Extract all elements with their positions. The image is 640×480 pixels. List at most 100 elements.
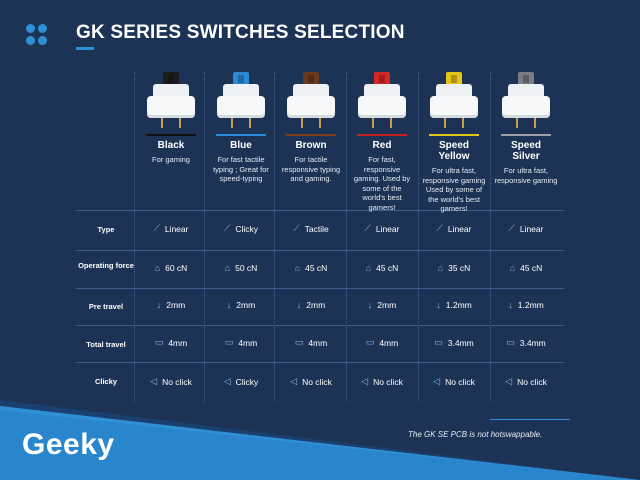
switch-description: For fast tactile typing ; Great for spee… [213, 155, 269, 183]
switch-column-black: Black For gaming [136, 72, 206, 165]
switch-column-brown: Brown For tactile responsive typing and … [276, 72, 346, 184]
speaker-icon: ◁ [505, 376, 513, 386]
arrow-down-icon: ↓ [508, 300, 513, 310]
footer-band [0, 400, 640, 480]
switch-name: Blue [230, 140, 252, 151]
cell-force-brown: ⌂ 45 cN [294, 263, 328, 273]
cell-force-silver: ⌂ 45 cN [509, 263, 543, 273]
linear-graph-icon: ⟋ [508, 223, 515, 233]
bar-icon: ▭ [434, 337, 443, 347]
switch-column-speed-yellow: Speed Yellow For ultra fast, responsive … [419, 72, 489, 214]
brand-logo: Geeky [22, 428, 115, 461]
row-label-pre-travel: Pre travel [88, 302, 124, 311]
switch-description: For fast, responsive gaming. Used by som… [353, 155, 411, 212]
linear-graph-icon: ⟋ [224, 223, 231, 233]
row-divider [76, 325, 564, 326]
grid-divider [204, 72, 205, 402]
weight-icon: ⌂ [224, 263, 231, 273]
cell-pretravel-blue: ↓ 2mm [226, 300, 256, 310]
footer-note: The GK SE PCB is not hotswappable. [408, 430, 543, 439]
switch-accent-line [286, 134, 336, 136]
switch-accent-line [501, 134, 551, 136]
cell-totaltravel-yellow: ▭ 3.4mm [434, 337, 474, 348]
cell-force-black: ⌂ 60 cN [154, 263, 188, 273]
weight-icon: ⌂ [437, 263, 444, 273]
cell-clicky-red: ◁ No click [361, 376, 403, 387]
row-label-operating-force: Operating force [78, 261, 134, 270]
arrow-down-icon: ↓ [367, 300, 373, 310]
switch-column-speed-silver: Speed Silver For ultra fast, responsive … [491, 72, 561, 185]
switch-description: For tactile responsive typing and gaming… [281, 155, 341, 183]
cell-clicky-blue: ◁ Clicky [223, 376, 259, 387]
switch-name: Red [372, 140, 392, 151]
cell-type-red: ⟋ Linear [364, 223, 400, 234]
bar-icon: ▭ [506, 337, 515, 347]
weight-icon: ⌂ [294, 263, 301, 273]
weight-icon: ⌂ [154, 263, 161, 273]
switch-silver-icon [496, 72, 556, 134]
linear-graph-icon: ⟋ [364, 223, 371, 233]
cell-totaltravel-blue: ▭ 4mm [224, 337, 258, 348]
arrow-down-icon: ↓ [296, 300, 302, 310]
switch-yellow-icon [424, 72, 484, 134]
cell-type-yellow: ⟋ Linear [436, 223, 472, 234]
weight-icon: ⌂ [365, 263, 372, 273]
switch-description: For ultra fast, responsive gaming Used b… [422, 166, 486, 213]
switch-description: For ultra fast, responsive gaming [494, 166, 558, 185]
switch-accent-line [357, 134, 407, 136]
speaker-icon: ◁ [150, 376, 158, 386]
switch-black-icon [141, 72, 201, 134]
speaker-icon: ◁ [433, 376, 441, 386]
switch-brown-icon [281, 72, 341, 134]
grid-divider [490, 72, 491, 402]
row-divider [76, 288, 564, 289]
grid-divider [134, 72, 135, 402]
cell-pretravel-silver: ↓ 1.2mm [508, 300, 544, 310]
arrow-down-icon: ↓ [436, 300, 441, 310]
row-label-type: Type [97, 225, 115, 234]
switch-description: For gaming [152, 155, 190, 164]
cell-clicky-yellow: ◁ No click [433, 376, 475, 387]
switch-name: Brown [295, 140, 327, 151]
cell-totaltravel-brown: ▭ 4mm [294, 337, 328, 348]
cell-totaltravel-silver: ▭ 3.4mm [506, 337, 546, 348]
linear-graph-icon: ⟋ [153, 223, 160, 233]
cell-type-blue: ⟋ Clicky [224, 223, 258, 234]
cell-clicky-black: ◁ No click [150, 376, 192, 387]
cell-pretravel-yellow: ↓ 1.2mm [436, 300, 472, 310]
grid-divider [418, 72, 419, 402]
linear-graph-icon: ⟋ [436, 223, 443, 233]
bar-icon: ▭ [224, 337, 234, 347]
switch-column-red: Red For fast, responsive gaming. Used by… [347, 72, 417, 212]
switch-name: Black [157, 140, 185, 151]
switch-name: Speed Yellow [438, 140, 470, 162]
cell-pretravel-black: ↓ 2mm [156, 300, 186, 310]
cell-type-brown: ⟋ Tactile [293, 223, 329, 234]
grid-divider [274, 72, 275, 402]
switch-accent-line [429, 134, 479, 136]
cell-force-yellow: ⌂ 35 cN [437, 263, 471, 273]
row-label-total-travel: Total travel [86, 340, 126, 349]
switch-accent-line [146, 134, 196, 136]
cell-force-red: ⌂ 45 cN [365, 263, 399, 273]
linear-graph-icon: ⟋ [293, 223, 300, 233]
row-divider [76, 362, 564, 363]
switch-column-blue: Blue For fast tactile typing ; Great for… [206, 72, 276, 184]
row-label-clicky: Clicky [94, 377, 118, 386]
cell-clicky-silver: ◁ No click [505, 376, 547, 387]
logo-dots-icon [26, 24, 48, 46]
cell-type-silver: ⟋ Linear [508, 223, 544, 234]
speaker-icon: ◁ [361, 376, 369, 386]
bar-icon: ▭ [294, 337, 304, 347]
note-divider [490, 419, 570, 420]
bar-icon: ▭ [154, 337, 164, 347]
cell-clicky-brown: ◁ No click [290, 376, 332, 387]
arrow-down-icon: ↓ [226, 300, 232, 310]
title-underline [76, 47, 94, 50]
switch-accent-line [216, 134, 266, 136]
bar-icon: ▭ [365, 337, 375, 347]
cell-type-black: ⟋ Linear [153, 223, 189, 234]
page-title: GK SERIES SWITCHES SELECTION [76, 22, 405, 43]
cell-totaltravel-red: ▭ 4mm [365, 337, 399, 348]
